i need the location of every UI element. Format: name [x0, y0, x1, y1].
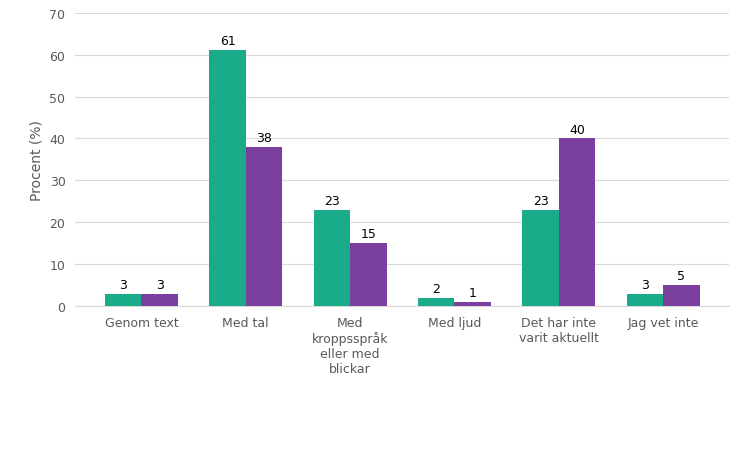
Bar	[559, 139, 596, 307]
Text: 23: 23	[532, 194, 548, 207]
Text: 61: 61	[220, 35, 235, 48]
Text: 5: 5	[678, 270, 685, 283]
Text: 3: 3	[120, 278, 127, 291]
Bar	[663, 286, 699, 307]
Text: 3: 3	[641, 278, 649, 291]
Text: 3: 3	[156, 278, 164, 291]
Bar	[246, 147, 282, 307]
Text: 15: 15	[360, 228, 376, 241]
Text: 40: 40	[569, 123, 585, 136]
Bar	[350, 244, 387, 307]
Bar	[454, 303, 491, 307]
Text: 1: 1	[468, 286, 477, 299]
Text: 38: 38	[256, 132, 272, 145]
Bar	[626, 294, 663, 307]
Bar	[418, 298, 454, 307]
Bar	[523, 210, 559, 307]
Text: 2: 2	[432, 282, 440, 295]
Y-axis label: Procent (%): Procent (%)	[30, 120, 44, 200]
Bar	[209, 51, 246, 307]
Bar	[105, 294, 141, 307]
Bar	[314, 210, 350, 307]
Text: 23: 23	[324, 194, 340, 207]
Bar	[141, 294, 178, 307]
